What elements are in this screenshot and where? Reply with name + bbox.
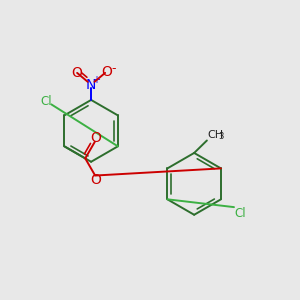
- Text: Cl: Cl: [235, 206, 246, 220]
- Text: O: O: [72, 66, 83, 80]
- Text: Cl: Cl: [40, 94, 52, 108]
- Text: O: O: [91, 131, 101, 145]
- Text: -: -: [111, 62, 116, 75]
- Text: 3: 3: [218, 132, 224, 141]
- Text: O: O: [101, 65, 112, 79]
- Text: +: +: [92, 75, 101, 85]
- Text: N: N: [86, 78, 96, 92]
- Text: O: O: [91, 173, 101, 187]
- Text: CH: CH: [207, 130, 223, 140]
